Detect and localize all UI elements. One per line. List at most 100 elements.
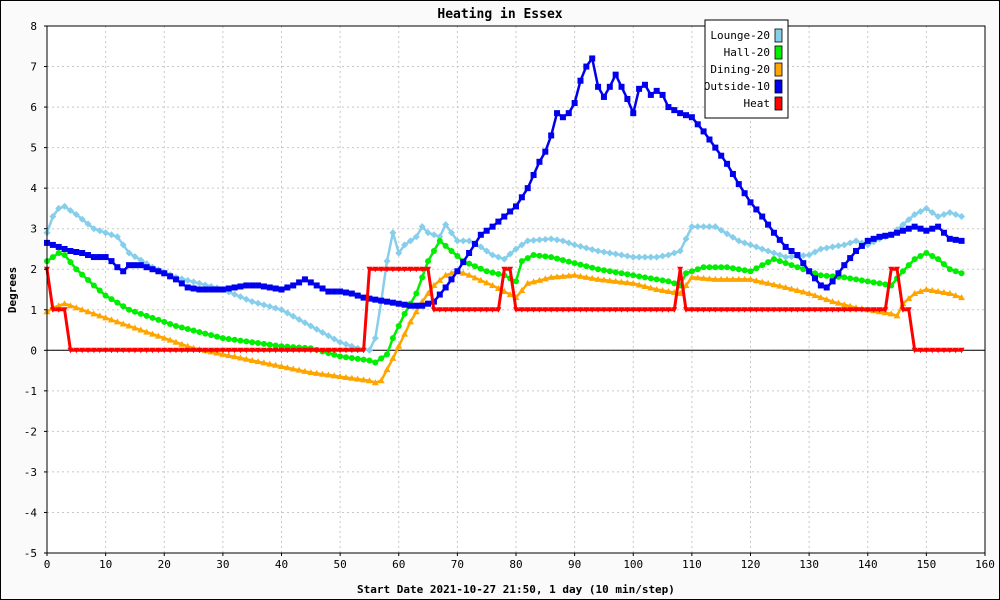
data-point [365, 377, 373, 384]
y-tick-label: 3 [30, 223, 37, 236]
data-point [671, 107, 678, 114]
data-point [96, 227, 104, 235]
data-point [395, 300, 402, 307]
data-point [577, 77, 584, 84]
data-point [448, 269, 456, 276]
data-point [934, 288, 942, 295]
y-tick-label: -4 [24, 506, 38, 519]
data-point [559, 307, 566, 313]
data-point [489, 251, 497, 259]
x-tick-label: 10 [99, 558, 112, 571]
data-point [119, 320, 127, 327]
data-point [79, 250, 86, 257]
data-point [905, 307, 912, 313]
data-point [266, 284, 273, 291]
data-point [119, 241, 127, 249]
data-point [594, 275, 602, 282]
data-point [354, 355, 361, 362]
data-point [735, 181, 742, 188]
data-point [559, 114, 566, 121]
data-point [847, 307, 854, 313]
data-point [371, 379, 379, 386]
data-point [899, 221, 907, 229]
data-point [366, 357, 373, 364]
data-point [922, 286, 930, 292]
y-tick-label: 4 [30, 182, 37, 195]
data-point [266, 341, 273, 348]
data-point [84, 308, 92, 315]
data-point [49, 254, 56, 261]
data-point [952, 211, 960, 219]
data-point [465, 271, 473, 278]
data-point [782, 253, 790, 261]
data-point [413, 290, 420, 297]
legend-label: Heat [744, 97, 771, 110]
data-point [765, 307, 772, 313]
data-point [249, 347, 256, 354]
data-point [864, 237, 871, 244]
data-point [565, 258, 572, 265]
data-point [929, 225, 936, 232]
data-point [290, 282, 297, 289]
data-point [407, 302, 414, 309]
data-point [582, 273, 590, 280]
data-point [137, 256, 145, 264]
data-point [430, 231, 438, 239]
data-point [237, 337, 244, 344]
data-point [758, 245, 766, 253]
data-point [248, 298, 256, 306]
data-point [313, 347, 320, 354]
data-point [876, 307, 883, 313]
data-point [436, 291, 443, 298]
data-point [600, 307, 607, 313]
data-point [225, 352, 233, 359]
data-point [337, 353, 344, 360]
data-point [55, 243, 62, 250]
data-point [243, 347, 250, 354]
data-point [853, 276, 860, 283]
data-point [553, 273, 561, 280]
data-point [342, 354, 349, 361]
data-point [366, 266, 373, 273]
data-point [729, 233, 737, 241]
data-point [841, 307, 848, 313]
data-point [495, 307, 502, 313]
x-tick-label: 110 [682, 558, 702, 571]
data-point [553, 236, 561, 244]
data-point [377, 377, 385, 384]
data-point [500, 288, 508, 295]
data-point [589, 307, 596, 313]
data-point [219, 347, 226, 354]
data-point [459, 237, 467, 245]
data-point [208, 347, 215, 354]
data-point [325, 347, 332, 354]
data-point [342, 340, 350, 348]
data-point [741, 239, 749, 247]
data-point [665, 104, 672, 111]
data-point [935, 256, 942, 263]
data-point [413, 266, 420, 273]
data-point [337, 347, 344, 354]
data-point [260, 359, 268, 366]
data-point [413, 302, 420, 309]
data-point [735, 266, 742, 273]
data-point [471, 240, 478, 247]
data-point [647, 307, 654, 313]
data-point [776, 307, 783, 313]
data-point [735, 237, 743, 245]
data-point [96, 254, 103, 261]
data-point [331, 347, 338, 354]
data-point [823, 307, 830, 313]
data-point [583, 63, 590, 70]
data-point [694, 274, 702, 281]
data-point [460, 259, 467, 266]
data-point [805, 251, 813, 259]
data-point [899, 268, 906, 275]
data-point [73, 249, 80, 256]
data-point [606, 268, 613, 275]
data-point [770, 249, 778, 257]
data-point [594, 247, 602, 255]
data-point [565, 110, 572, 117]
data-point [184, 347, 191, 354]
data-point [554, 110, 561, 117]
